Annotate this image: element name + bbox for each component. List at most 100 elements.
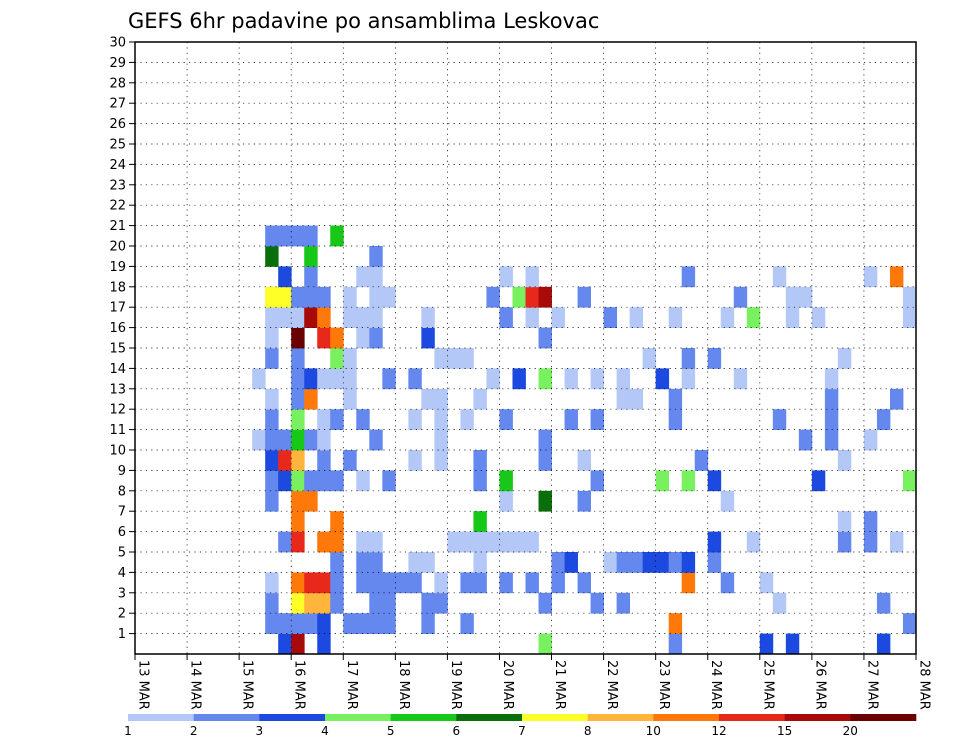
heatmap-cell <box>278 613 292 634</box>
heatmap-cell <box>460 531 474 553</box>
heatmap-cell <box>369 552 383 573</box>
heatmap-cell <box>590 470 604 492</box>
heatmap-cell <box>356 266 370 288</box>
heatmap-cell <box>356 613 370 634</box>
colorbar: 1 2 3 4 5 6 7 8 10 12 15 20 <box>124 714 917 738</box>
y-tick-label: 28 <box>109 76 126 91</box>
heatmap-cell <box>252 368 266 390</box>
heatmap-cell <box>707 470 722 492</box>
heatmap-cell <box>616 388 631 410</box>
heatmap-cell <box>291 531 305 553</box>
heatmap-cell <box>304 388 318 410</box>
heatmap-cell <box>837 348 852 369</box>
heatmap-cell <box>265 388 279 410</box>
heatmap-cell <box>317 450 331 471</box>
y-tick-label: 8 <box>118 484 126 499</box>
heatmap-cell <box>772 266 787 288</box>
heatmap-cell <box>577 490 591 512</box>
heatmap-cell <box>434 572 448 594</box>
heatmap-cell <box>356 572 370 594</box>
heatmap-cell <box>343 388 357 410</box>
heatmap-cell <box>551 572 565 594</box>
heatmap-cell <box>837 450 852 471</box>
y-tick-label: 16 <box>109 321 126 336</box>
heatmap-cell <box>434 348 448 369</box>
heatmap-cell <box>395 572 409 594</box>
heatmap-cell <box>278 225 292 247</box>
heatmap-cell <box>252 429 266 451</box>
heatmap-cell <box>265 592 279 614</box>
heatmap-cell <box>746 531 761 553</box>
heatmap-cell <box>525 266 539 288</box>
heatmap-cell <box>681 368 696 390</box>
colorbar-swatch <box>653 714 720 721</box>
heatmap-cell <box>330 531 344 553</box>
heatmap-cell <box>304 246 318 267</box>
colorbar-swatch <box>522 714 588 721</box>
heatmap-cell <box>499 490 513 512</box>
heatmap-cell <box>616 592 631 614</box>
y-tick-label: 20 <box>109 240 126 255</box>
heatmap-cell <box>460 409 474 430</box>
heatmap-cell <box>304 225 318 247</box>
heatmap-cell <box>278 470 292 492</box>
heatmap-cell <box>538 327 552 349</box>
heatmap-cell <box>304 490 318 512</box>
heatmap-cell <box>876 633 891 655</box>
heatmap-cell <box>291 450 305 471</box>
y-tick-label: 5 <box>118 546 126 561</box>
heatmap-cell <box>304 470 318 492</box>
heatmap-cell <box>265 327 279 349</box>
heatmap-cell <box>265 246 279 267</box>
heatmap-cell <box>668 388 683 410</box>
heatmap-cell <box>356 531 370 553</box>
heatmap-cell <box>681 470 696 492</box>
heatmap-cell <box>590 409 604 430</box>
heatmap-cell <box>551 552 565 573</box>
heatmap-cell <box>317 327 331 349</box>
heatmap-cell <box>291 592 305 614</box>
heatmap-cell <box>486 368 500 390</box>
x-tick-label: 21 MAR <box>552 660 567 710</box>
heatmap-cell <box>317 429 331 451</box>
x-tick-label: 20 MAR <box>500 660 515 710</box>
heatmap-cell <box>525 572 539 594</box>
x-tick-label: 25 MAR <box>760 660 775 710</box>
heatmap-cell <box>720 490 735 512</box>
heatmap-cell <box>317 286 331 308</box>
colorbar-label: 8 <box>584 724 592 738</box>
heatmap-cell <box>291 613 305 634</box>
heatmap-cell <box>642 348 657 369</box>
y-tick-label: 26 <box>109 117 126 132</box>
heatmap-cell <box>421 592 435 614</box>
heatmap-cell <box>278 266 292 288</box>
heatmap-cell <box>798 286 813 308</box>
heatmap-cell <box>356 327 370 349</box>
heatmap-cell <box>330 592 344 614</box>
colorbar-label: 10 <box>646 724 661 738</box>
y-tick-label: 27 <box>109 97 126 112</box>
heatmap-cell <box>304 286 318 308</box>
y-tick-label: 29 <box>109 56 126 71</box>
y-tick-label: 25 <box>109 138 126 153</box>
heatmap-cell <box>278 429 292 451</box>
y-axis: 1234567891011121314151617181920212223242… <box>109 36 135 642</box>
colorbar-label: 12 <box>711 724 726 738</box>
heatmap-cell <box>330 225 344 247</box>
heatmap-cell <box>460 572 474 594</box>
heatmap-cell <box>369 429 383 451</box>
heatmap-cell <box>317 409 331 430</box>
heatmap-cell <box>837 531 852 553</box>
heatmap-cell <box>343 307 357 328</box>
heatmap-cell <box>629 552 644 573</box>
heatmap-cell <box>863 511 878 532</box>
heatmap-cell <box>265 450 279 471</box>
heatmap-cell <box>291 368 305 390</box>
heatmap-cell <box>525 307 539 328</box>
heatmap-cell <box>291 511 305 532</box>
heatmap-cell <box>304 572 318 594</box>
heatmap-cell <box>460 613 474 634</box>
heatmap-cell <box>538 633 552 655</box>
heatmap-cell <box>317 592 331 614</box>
heatmap-cell <box>265 490 279 512</box>
